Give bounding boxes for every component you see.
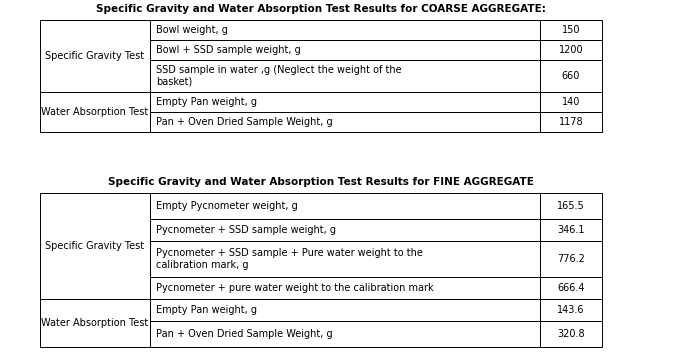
Bar [540,92,602,112]
Bar [40,193,150,299]
Text: Specific Gravity Test: Specific Gravity Test [45,51,144,61]
Text: 140: 140 [562,97,580,107]
Text: 143.6: 143.6 [557,305,585,315]
Text: 346.1: 346.1 [557,225,585,235]
Text: Bowl weight, g: Bowl weight, g [156,25,228,35]
Text: Specific Gravity and Water Absorption Test Results for FINE AGGREGATE: Specific Gravity and Water Absorption Te… [108,177,534,187]
Bar [40,92,150,132]
Text: Pycnometer + SSD sample + Pure water weight to the: Pycnometer + SSD sample + Pure water wei… [156,248,423,257]
Text: calibration mark, g: calibration mark, g [156,261,249,270]
Bar [40,299,150,347]
Text: 666.4: 666.4 [557,283,585,293]
Text: Empty Pan weight, g: Empty Pan weight, g [156,305,257,315]
Text: Specific Gravity Test: Specific Gravity Test [45,241,144,251]
Text: 776.2: 776.2 [557,254,585,264]
Text: 660: 660 [562,71,580,81]
Text: Empty Pan weight, g: Empty Pan weight, g [156,97,257,107]
Bar [540,299,602,321]
Bar [150,241,540,277]
Bar [540,193,602,219]
Text: 1200: 1200 [559,45,583,55]
Bar [40,20,150,92]
Bar [540,20,602,40]
Text: 320.8: 320.8 [557,329,585,339]
Text: Water Absorption Test: Water Absorption Test [41,107,149,117]
Bar [150,20,540,40]
Bar [150,60,540,92]
Bar [540,277,602,299]
Bar [540,112,602,132]
Text: basket): basket) [156,77,192,87]
Bar [540,321,602,347]
Text: Pycnometer + SSD sample weight, g: Pycnometer + SSD sample weight, g [156,225,336,235]
Bar [540,60,602,92]
Text: 150: 150 [561,25,580,35]
Bar [540,219,602,241]
Bar [150,112,540,132]
Bar [150,277,540,299]
Bar [540,40,602,60]
Text: Empty Pycnometer weight, g: Empty Pycnometer weight, g [156,201,298,211]
Text: 1178: 1178 [559,117,583,127]
Text: Pan + Oven Dried Sample Weight, g: Pan + Oven Dried Sample Weight, g [156,329,333,339]
Bar [150,299,540,321]
Text: Pan + Oven Dried Sample Weight, g: Pan + Oven Dried Sample Weight, g [156,117,333,127]
Bar [150,193,540,219]
Text: 165.5: 165.5 [557,201,585,211]
Text: Specific Gravity and Water Absorption Test Results for COARSE AGGREGATE:: Specific Gravity and Water Absorption Te… [96,4,546,14]
Text: Bowl + SSD sample weight, g: Bowl + SSD sample weight, g [156,45,301,55]
Text: SSD sample in water ,g (Neglect the weight of the: SSD sample in water ,g (Neglect the weig… [156,65,402,75]
Text: Water Absorption Test: Water Absorption Test [41,318,149,328]
Bar [540,241,602,277]
Bar [150,40,540,60]
Bar [150,321,540,347]
Bar [150,92,540,112]
Bar [150,219,540,241]
Text: Pycnometer + pure water weight to the calibration mark: Pycnometer + pure water weight to the ca… [156,283,433,293]
